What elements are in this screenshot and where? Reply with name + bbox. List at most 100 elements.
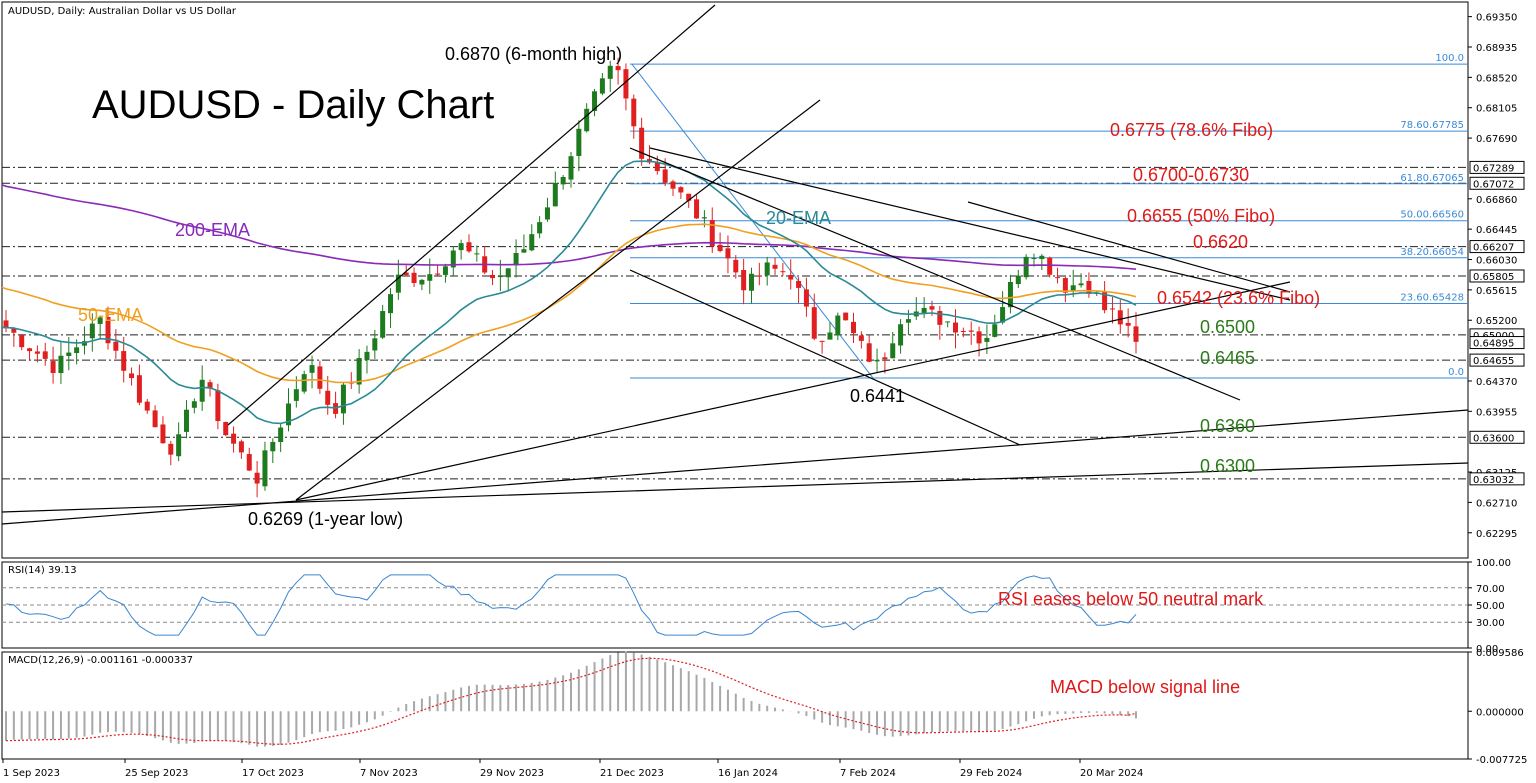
candle-body	[497, 275, 503, 278]
chart-title: AUDUSD - Daily Chart	[92, 83, 494, 127]
candle-body	[317, 366, 323, 389]
trend-line	[629, 147, 1241, 401]
rsi-tick-label: 50.00	[1476, 601, 1505, 612]
price-tick-label: 0.66030	[1476, 256, 1517, 267]
candle-body	[42, 351, 48, 359]
time-tick-label: 29 Feb 2024	[960, 768, 1022, 779]
candle-body	[466, 242, 472, 252]
candle-body	[584, 108, 590, 132]
candle-body	[152, 410, 158, 428]
price-tick-label: 0.62710	[1476, 498, 1517, 509]
candle-body	[364, 351, 370, 361]
candle-body	[537, 222, 543, 234]
ema200-line	[1, 184, 1137, 270]
candle-body	[183, 409, 189, 432]
candle-body	[458, 243, 464, 251]
rsi-panel: RSI(14) 39.13 100.00 70.00 50.00 30.00 0.00 RS…	[2, 558, 1511, 655]
candle-body	[560, 176, 566, 185]
time-tick-label: 29 Nov 2023	[480, 768, 544, 779]
candle-body	[905, 319, 911, 323]
candle-body	[207, 382, 213, 389]
candle-body	[89, 323, 95, 339]
candle-body	[403, 272, 409, 276]
fibo-level-label: 100.0	[1435, 53, 1464, 64]
candle-body	[1000, 307, 1006, 323]
fibo-level-label: 23.60.65428	[1400, 293, 1464, 304]
candle-body	[1031, 258, 1037, 260]
candle-body	[568, 156, 574, 180]
candle-body	[639, 127, 645, 159]
candle-body	[1047, 257, 1053, 275]
candle-body	[388, 294, 394, 314]
fibo-level-label: 0.0	[1448, 367, 1464, 378]
price-box-label: 0.67072	[1473, 179, 1514, 190]
candle-body	[623, 69, 629, 99]
price-box-label: 0.64895	[1473, 339, 1514, 350]
candle-body	[960, 330, 966, 332]
candle-body	[701, 217, 707, 219]
candle-body	[309, 365, 315, 373]
candle-body	[1007, 282, 1013, 308]
candle-body	[513, 253, 519, 266]
trend-line	[227, 4, 716, 426]
candle-body	[301, 374, 307, 392]
price-tick-label: 0.66860	[1476, 195, 1517, 206]
price-tick-label: 0.69350	[1476, 13, 1517, 24]
trend-line	[1, 409, 1469, 525]
candle-body	[803, 289, 809, 307]
annotation-label: 0.6300	[1200, 456, 1255, 476]
annotation-label: 0.6360	[1200, 416, 1255, 436]
macd-signal-line	[5, 657, 1137, 745]
macd-panel: MACD(12,26,9) -0.001161 -0.000337 0.00958…	[5, 648, 1527, 766]
candle-body	[529, 234, 535, 251]
price-tick-label: 0.68520	[1476, 73, 1517, 84]
candle-body	[1086, 280, 1092, 294]
candle-body	[764, 262, 770, 276]
ema20-line	[1, 160, 1137, 425]
ema50-line	[1, 223, 1137, 384]
time-tick-label: 7 Feb 2024	[840, 768, 896, 779]
trend-line	[649, 147, 1291, 301]
macd-tick-label: 0.000000	[1476, 707, 1524, 718]
candle-body	[835, 315, 841, 336]
fibo-level-label: 50.00.66560	[1400, 210, 1464, 221]
candle-body	[50, 361, 56, 373]
candle-body	[662, 169, 668, 183]
candle-body	[34, 351, 40, 354]
candle-body	[984, 337, 990, 342]
candle-body	[442, 266, 448, 275]
candle-body	[19, 335, 25, 348]
candle-body	[27, 348, 33, 352]
fibonacci-levels: 100.0 78.60.67785 61.80.67065 50.00.66560 38…	[630, 53, 1468, 379]
annotation-label: 0.6870 (6-month high)	[445, 44, 622, 64]
candle-body	[113, 341, 119, 351]
candle-body	[921, 307, 927, 314]
candle-body	[898, 324, 904, 346]
price-box	[1469, 353, 1525, 367]
candle-body	[858, 335, 864, 341]
annotation-label: 0.6620	[1193, 232, 1248, 252]
candle-body	[741, 270, 747, 291]
candle-body	[654, 162, 660, 172]
fibo-level-label: 78.60.67785	[1400, 120, 1464, 131]
fibo-level-label: 38.20.66054	[1400, 247, 1464, 258]
candle-body	[544, 207, 550, 220]
candle-body	[238, 441, 244, 453]
candle-body	[1023, 256, 1029, 278]
candle-body	[246, 454, 252, 471]
candle-body	[505, 268, 511, 278]
ema-label: 200-EMA	[175, 220, 250, 240]
price-box	[1469, 269, 1525, 283]
price-box	[1469, 472, 1525, 486]
candle-body	[748, 273, 754, 291]
annotation-label: 0.6775 (78.6% Fibo)	[1110, 120, 1273, 140]
candle-body	[576, 128, 582, 156]
price-tick-label: 0.65615	[1476, 286, 1517, 297]
candle-body	[1055, 277, 1061, 279]
candle-body	[968, 330, 974, 332]
price-tick-label: 0.67690	[1476, 134, 1517, 145]
ema-label: 20-EMA	[766, 208, 831, 228]
candle-body	[1102, 291, 1108, 311]
price-box-label: 0.63032	[1473, 475, 1514, 486]
rsi-tick-label: 70.00	[1476, 584, 1505, 595]
